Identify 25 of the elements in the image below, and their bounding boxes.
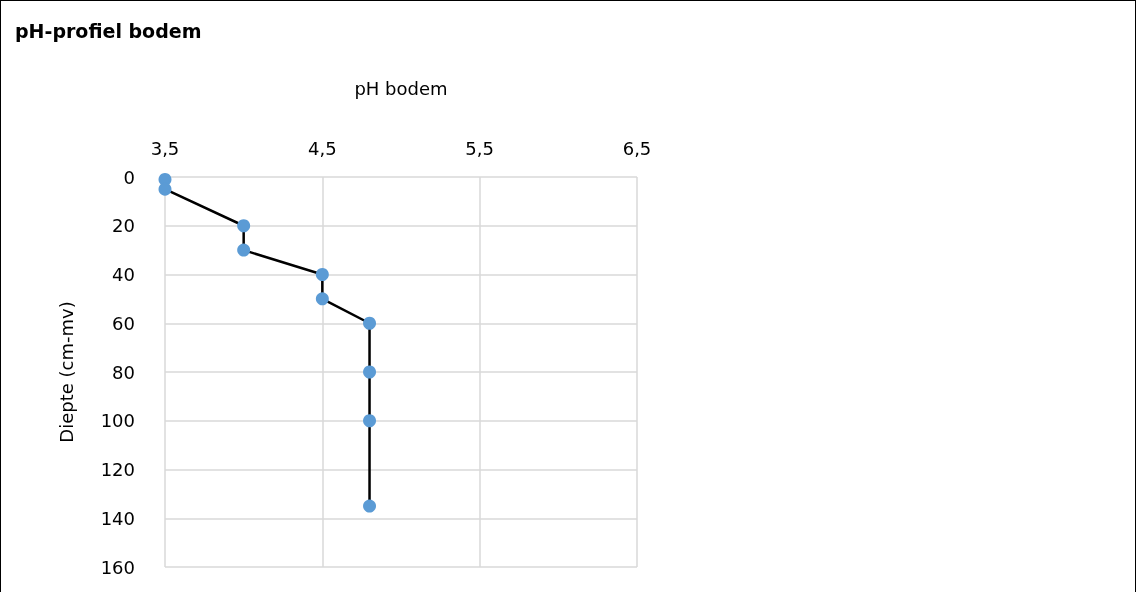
point (363, 414, 377, 428)
y-tick-label: 20 (112, 215, 135, 237)
chart-title: pH-profiel bodem (15, 19, 202, 42)
x-tick-label: 3,5 (150, 137, 180, 159)
y-tick-label: 140 (100, 507, 135, 529)
y-tick-label: 80 (112, 361, 135, 383)
x-tick-label: 6,5 (622, 137, 652, 159)
y-tick-label: 100 (100, 410, 135, 432)
point (237, 219, 251, 233)
point (315, 268, 329, 281)
point (237, 243, 251, 257)
x-axis-title: pH bodem (354, 77, 448, 99)
y-tick-label: 160 (100, 556, 135, 578)
point (363, 316, 377, 330)
x-tick-label: 4,5 (308, 137, 337, 159)
y-tick-label: 60 (112, 312, 135, 334)
point (315, 292, 329, 306)
y-tick-label: 0 (123, 166, 135, 188)
point (158, 182, 172, 196)
point (363, 499, 377, 513)
x-tick-label: 5,5 (465, 137, 494, 159)
y-tick-label: 120 (100, 459, 135, 480)
y-tick-label: 40 (112, 264, 135, 285)
y-axis-title: Diepte (cm-mv) (55, 301, 77, 443)
point (363, 365, 377, 379)
